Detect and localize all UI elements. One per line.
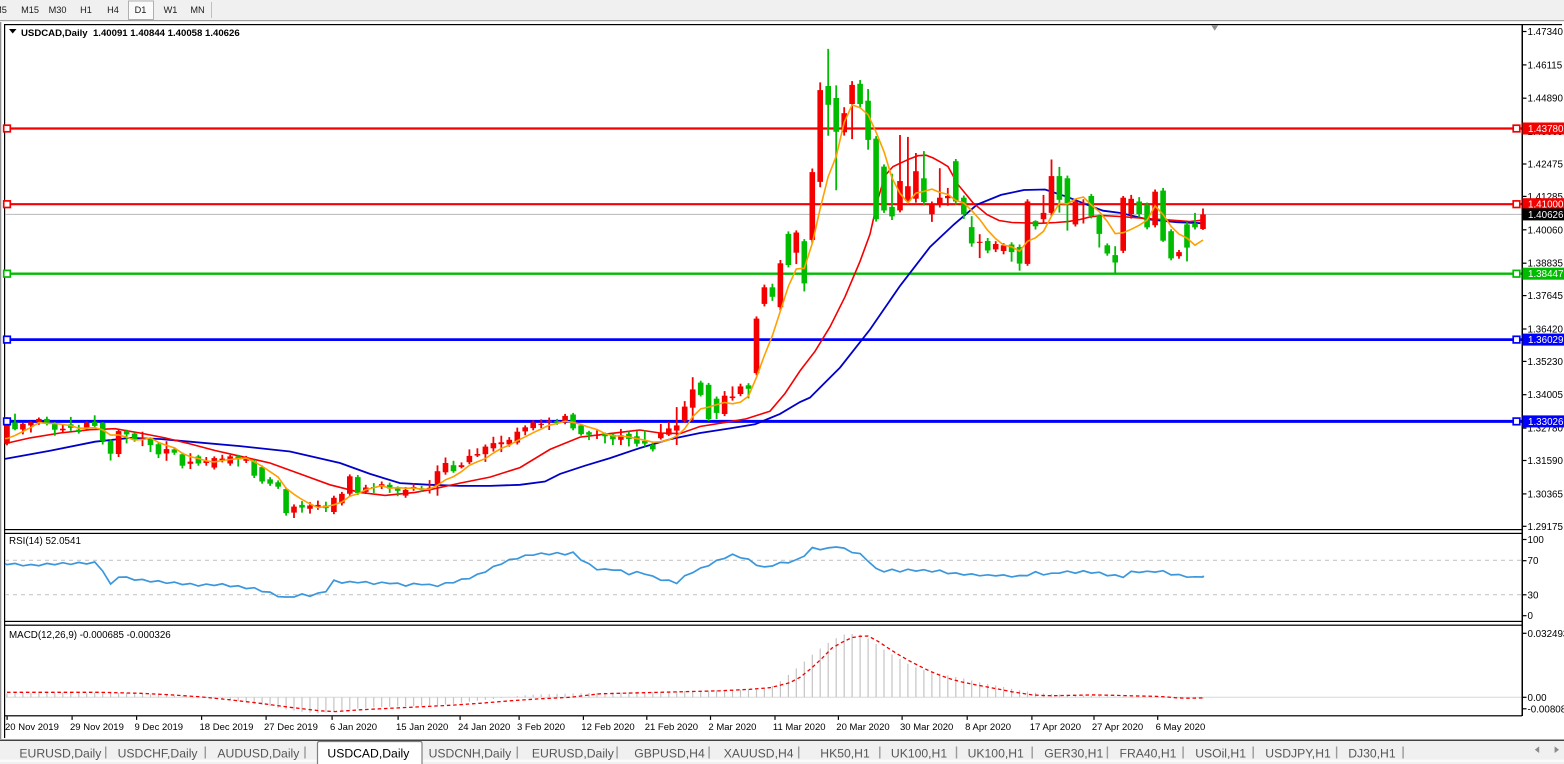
svg-text:HK50,H1: HK50,H1 bbox=[820, 747, 870, 761]
svg-text:1.40626: 1.40626 bbox=[1528, 210, 1564, 221]
svg-text:1.37645: 1.37645 bbox=[1528, 291, 1564, 302]
svg-text:1.30365: 1.30365 bbox=[1528, 489, 1564, 500]
svg-text:USDCNH,Daily: USDCNH,Daily bbox=[429, 747, 513, 761]
svg-text:1.35230: 1.35230 bbox=[1528, 357, 1564, 368]
svg-text:EURUSD,Daily: EURUSD,Daily bbox=[19, 747, 102, 761]
svg-text:1.43780: 1.43780 bbox=[1528, 124, 1564, 135]
svg-text:1.46115: 1.46115 bbox=[1528, 60, 1563, 71]
svg-text:0.032493: 0.032493 bbox=[1528, 629, 1564, 640]
svg-text:1.42475: 1.42475 bbox=[1528, 160, 1564, 171]
svg-text:USDCAD,Daily 1.40091 1.40844: USDCAD,Daily 1.40091 1.40844 1.40058 1.4… bbox=[21, 28, 240, 39]
svg-text:W1: W1 bbox=[164, 5, 178, 15]
svg-text:GER30,H1: GER30,H1 bbox=[1044, 747, 1103, 761]
svg-text:GBPUSD,H4: GBPUSD,H4 bbox=[634, 747, 705, 761]
svg-text:EURUSD,Daily: EURUSD,Daily bbox=[532, 747, 615, 761]
svg-text:18 Dec 2019: 18 Dec 2019 bbox=[200, 722, 254, 733]
svg-text:-0.008086: -0.008086 bbox=[1528, 704, 1564, 715]
svg-text:0: 0 bbox=[1528, 611, 1534, 622]
svg-text:20 Mar 2020: 20 Mar 2020 bbox=[836, 722, 889, 733]
svg-text:H4: H4 bbox=[107, 5, 119, 15]
svg-text:M15: M15 bbox=[21, 5, 39, 15]
svg-text:27 Dec 2019: 27 Dec 2019 bbox=[264, 722, 318, 733]
svg-text:0.00: 0.00 bbox=[1528, 693, 1548, 704]
svg-text:12 Feb 2020: 12 Feb 2020 bbox=[581, 722, 634, 733]
svg-text:1.44890: 1.44890 bbox=[1528, 94, 1564, 105]
svg-text:MN: MN bbox=[190, 5, 204, 15]
svg-text:3 Feb 2020: 3 Feb 2020 bbox=[517, 722, 565, 733]
svg-text:USDCHF,Daily: USDCHF,Daily bbox=[118, 747, 199, 761]
svg-text:1.29175: 1.29175 bbox=[1528, 522, 1564, 533]
svg-text:1.34005: 1.34005 bbox=[1528, 390, 1564, 401]
svg-text:27 Apr 2020: 27 Apr 2020 bbox=[1092, 722, 1143, 733]
svg-text:29 Nov 2019: 29 Nov 2019 bbox=[70, 722, 124, 733]
svg-text:1.47340: 1.47340 bbox=[1528, 27, 1564, 38]
svg-text:XAUUSD,H4: XAUUSD,H4 bbox=[724, 747, 794, 761]
svg-text:30 Mar 2020: 30 Mar 2020 bbox=[900, 722, 953, 733]
svg-text:M30: M30 bbox=[49, 5, 67, 15]
svg-text:100: 100 bbox=[1528, 535, 1545, 546]
svg-text:USDCAD,Daily: USDCAD,Daily bbox=[327, 747, 410, 761]
svg-text:H1: H1 bbox=[80, 5, 92, 15]
svg-text:20 Nov 2019: 20 Nov 2019 bbox=[5, 722, 59, 733]
svg-text:1.33026: 1.33026 bbox=[1528, 417, 1564, 428]
svg-text:70: 70 bbox=[1528, 556, 1539, 567]
svg-text:M5: M5 bbox=[0, 5, 7, 15]
svg-text:17 Apr 2020: 17 Apr 2020 bbox=[1030, 722, 1081, 733]
svg-text:MACD(12,26,9) -0.000685 -0.000: MACD(12,26,9) -0.000685 -0.000326 bbox=[9, 630, 171, 641]
svg-text:24 Jan 2020: 24 Jan 2020 bbox=[458, 722, 510, 733]
svg-text:UK100,H1: UK100,H1 bbox=[891, 747, 947, 761]
svg-text:11 Mar 2020: 11 Mar 2020 bbox=[773, 722, 826, 733]
svg-text:21 Feb 2020: 21 Feb 2020 bbox=[645, 722, 698, 733]
svg-text:30: 30 bbox=[1528, 590, 1539, 601]
svg-text:15 Jan 2020: 15 Jan 2020 bbox=[396, 722, 448, 733]
svg-text:D1: D1 bbox=[135, 5, 147, 15]
svg-text:AUDUSD,Daily: AUDUSD,Daily bbox=[217, 747, 300, 761]
svg-text:USOil,H1: USOil,H1 bbox=[1195, 747, 1246, 761]
svg-text:1.36029: 1.36029 bbox=[1528, 335, 1563, 346]
svg-text:1.36420: 1.36420 bbox=[1528, 325, 1564, 336]
svg-text:1.32780: 1.32780 bbox=[1528, 424, 1564, 435]
svg-text:1.38447: 1.38447 bbox=[1528, 269, 1563, 280]
svg-text:1.41000: 1.41000 bbox=[1528, 200, 1564, 211]
svg-text:USDJPY,H1: USDJPY,H1 bbox=[1265, 747, 1331, 761]
svg-text:6 Jan 2020: 6 Jan 2020 bbox=[330, 722, 377, 733]
svg-text:UK100,H1: UK100,H1 bbox=[968, 747, 1024, 761]
svg-text:8 Apr 2020: 8 Apr 2020 bbox=[965, 722, 1011, 733]
svg-text:1.38835: 1.38835 bbox=[1528, 259, 1564, 270]
svg-text:1.40060: 1.40060 bbox=[1528, 225, 1564, 236]
svg-text:2 Mar 2020: 2 Mar 2020 bbox=[708, 722, 756, 733]
svg-text:1.31590: 1.31590 bbox=[1528, 456, 1564, 467]
svg-text:6 May 2020: 6 May 2020 bbox=[1156, 722, 1206, 733]
svg-text:RSI(14) 52.0541: RSI(14) 52.0541 bbox=[9, 536, 81, 547]
svg-text:9 Dec 2019: 9 Dec 2019 bbox=[135, 722, 184, 733]
svg-text:FRA40,H1: FRA40,H1 bbox=[1120, 747, 1177, 761]
svg-text:DJ30,H1: DJ30,H1 bbox=[1348, 747, 1396, 761]
svg-text:1.41285: 1.41285 bbox=[1528, 192, 1564, 203]
